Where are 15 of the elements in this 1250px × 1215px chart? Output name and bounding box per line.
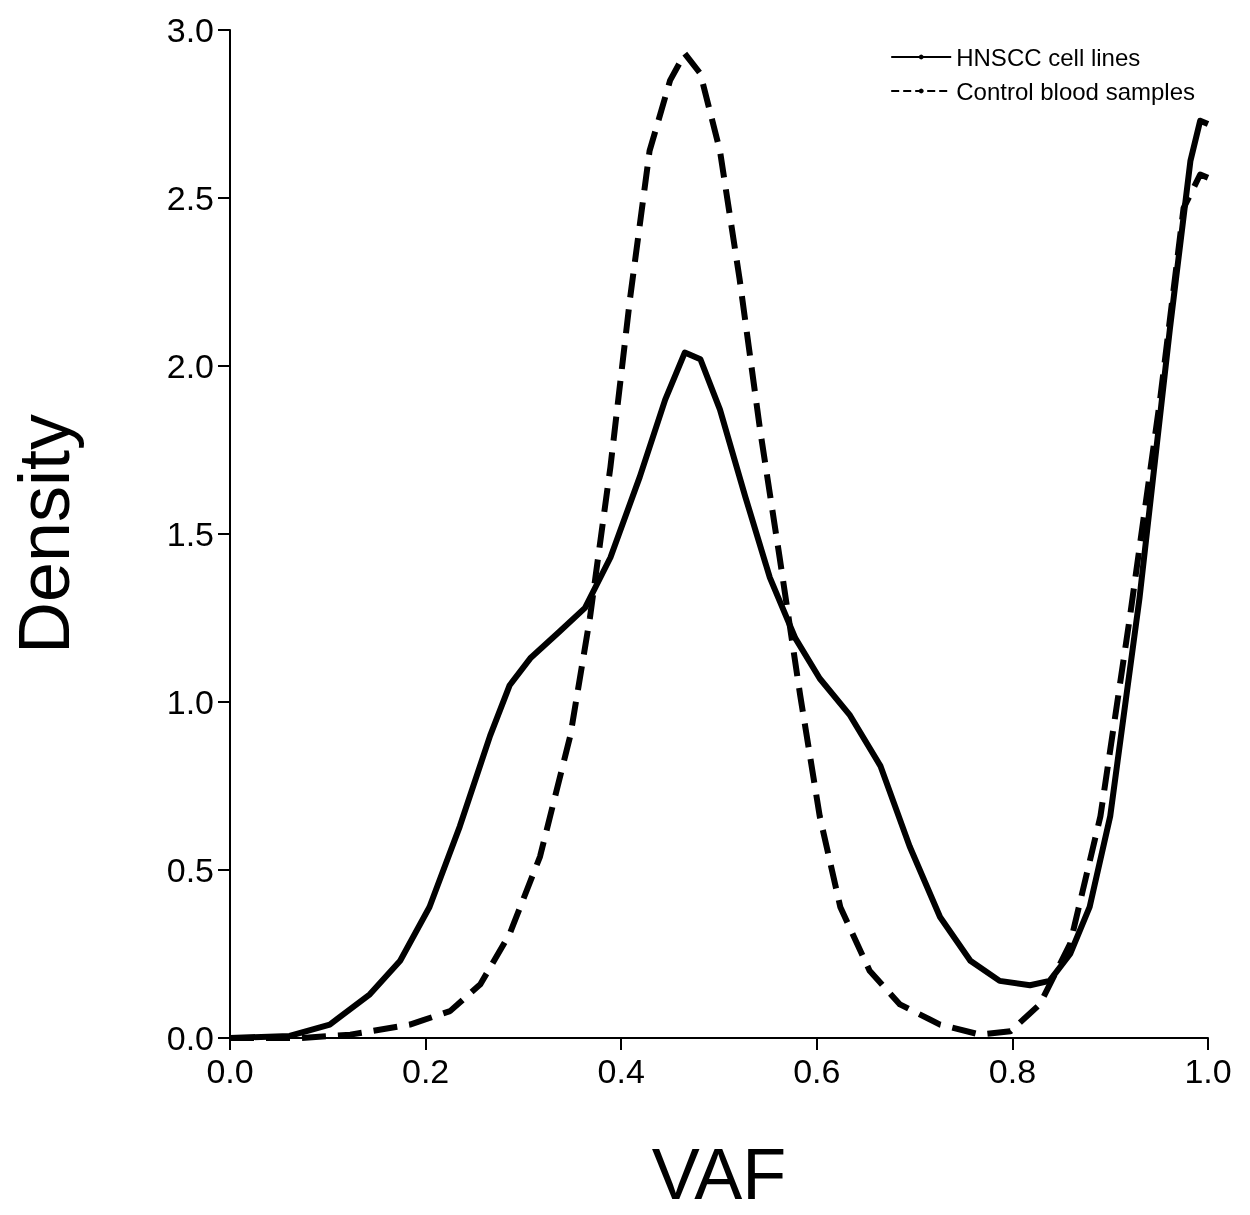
x-tick-label: 0.6 (793, 1052, 841, 1090)
x-axis-title: VAF (651, 1134, 787, 1214)
y-axis-title: Density (4, 413, 84, 655)
y-tick-label: 1.5 (166, 515, 214, 553)
y-tick-label: 3.0 (166, 11, 214, 49)
x-tick-label: 0.2 (401, 1052, 450, 1090)
legend-label: HNSCC cell lines (956, 43, 1141, 71)
x-tick-label: 1.0 (1184, 1052, 1232, 1090)
legend-label: Control blood samples (956, 77, 1195, 105)
y-tick-label: 0.5 (166, 851, 214, 889)
y-tick-label: 2.5 (166, 179, 214, 217)
x-tick-label: 0.4 (597, 1052, 645, 1090)
y-tick-label: 1.0 (166, 683, 214, 721)
y-tick-label: 2.0 (166, 347, 214, 385)
x-tick-label: 0.8 (988, 1052, 1037, 1090)
